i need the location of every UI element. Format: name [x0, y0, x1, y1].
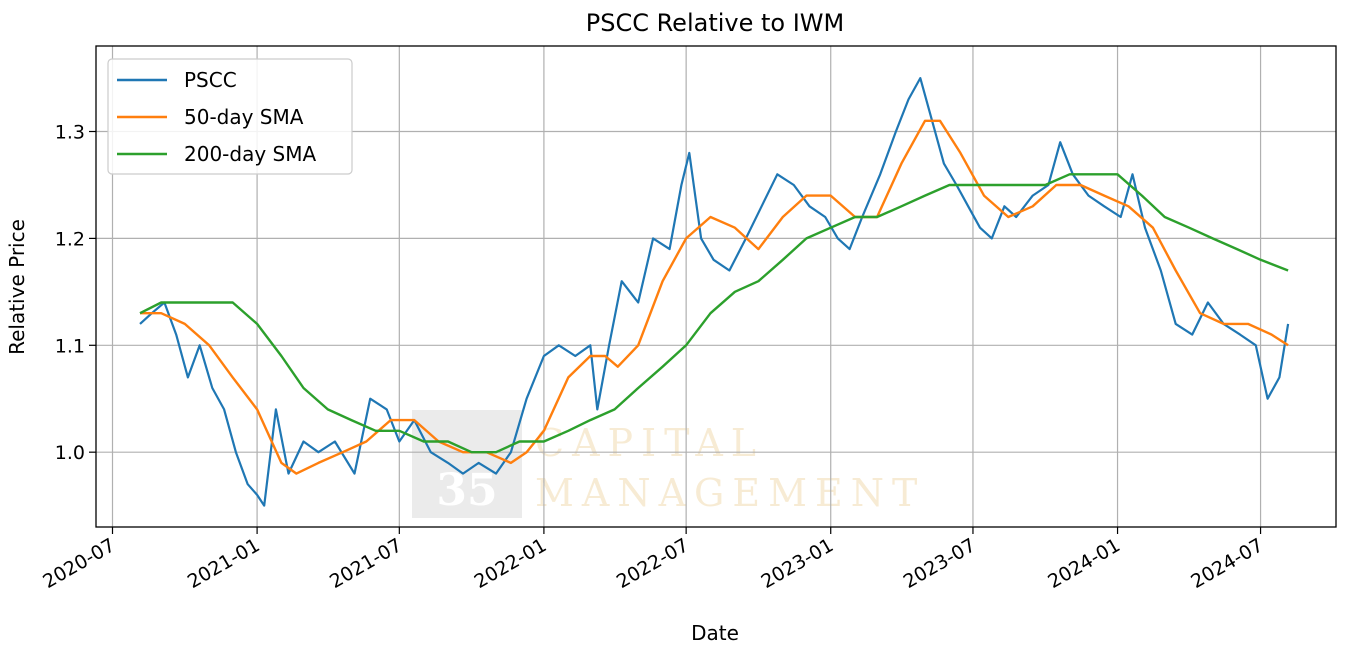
x-tick-label: 2022-01 — [471, 534, 551, 593]
x-tick-label: 2023-01 — [757, 534, 837, 593]
x-tick-label: 2024-07 — [1187, 534, 1267, 593]
legend: PSCC 50-day SMA 200-day SMA — [107, 58, 353, 175]
x-tick-label: 2021-07 — [326, 534, 406, 593]
y-tick-label: 1.3 — [55, 122, 85, 144]
y-tick-label: 1.1 — [55, 335, 85, 357]
y-axis: 1.0 1.1 1.2 1.3 — [55, 122, 96, 464]
watermark-number: 35 — [436, 465, 497, 516]
x-tick-label: 2021-01 — [184, 534, 264, 593]
x-axis-label: Date — [691, 621, 739, 645]
x-tick-label: 2023-07 — [900, 534, 980, 593]
series-line-50-day-sma — [140, 119, 1289, 475]
legend-label: 50-day SMA — [184, 105, 304, 129]
legend-label: PSCC — [184, 68, 237, 92]
x-axis: 2020-07 2021-01 2021-07 2022-01 2022-07 2023-… — [39, 527, 1267, 593]
y-tick-label: 1.0 — [55, 442, 85, 464]
y-tick-label: 1.2 — [55, 228, 85, 250]
x-tick-label: 2022-07 — [613, 534, 693, 593]
series-layer — [139, 77, 1290, 507]
series-line-pscc — [139, 77, 1290, 507]
watermark: 35 CAPITAL MANAGEMENT — [412, 410, 925, 518]
legend-label: 200-day SMA — [184, 142, 316, 166]
x-tick-label: 2020-07 — [39, 534, 119, 593]
watermark-line1: CAPITAL — [535, 421, 764, 465]
grid — [96, 46, 1336, 527]
series-line-200-day-sma — [139, 173, 1289, 454]
watermark-line2: MANAGEMENT — [535, 471, 925, 515]
x-tick-label: 2024-01 — [1044, 534, 1124, 593]
legend-box — [107, 58, 353, 175]
plot-frame — [95, 45, 1337, 528]
y-axis-label: Relative Price — [5, 219, 29, 355]
chart-title: PSCC Relative to IWM — [586, 9, 845, 37]
